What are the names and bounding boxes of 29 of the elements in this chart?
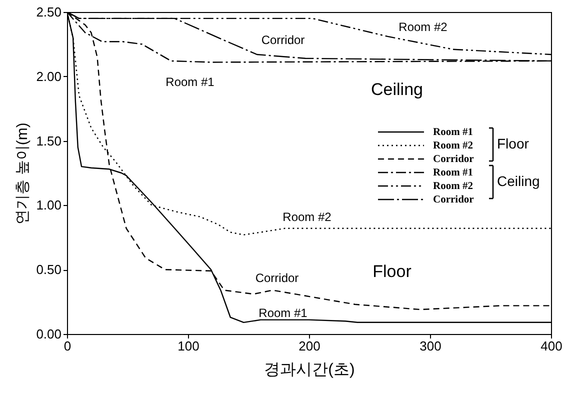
legend-label: Corridor <box>433 154 474 165</box>
annotation: Room #2 <box>398 20 448 34</box>
legend-label: Room #1 <box>433 168 473 178</box>
y-axis-title: 연기층 높이(m) <box>14 122 32 224</box>
x-axis-title: 경과시간(초) <box>264 362 355 378</box>
y-tick-label: 0.00 <box>36 326 62 342</box>
legend-label: Room #2 <box>433 181 473 192</box>
legend-label: Corridor <box>433 194 474 206</box>
annotation: Room #1 <box>166 75 215 89</box>
y-tick-label: 1.50 <box>36 133 62 148</box>
y-tick-label: 1.00 <box>36 198 62 213</box>
annotation: Corridor <box>261 33 305 47</box>
legend-label: Room #2 <box>433 140 473 152</box>
x-tick-label: 200 <box>298 338 320 354</box>
annotation: Ceiling <box>497 173 540 189</box>
x-tick-label: 300 <box>420 338 442 354</box>
x-tick-label: 0 <box>64 338 72 354</box>
legend-label: Room #1 <box>433 127 473 138</box>
x-tick-label: 400 <box>540 338 562 354</box>
y-tick-label: 2.50 <box>36 4 62 20</box>
annotation: Ceiling <box>371 80 423 99</box>
x-tick-label: 100 <box>178 338 200 354</box>
annotation: Room #1 <box>258 306 308 320</box>
annotation: Room #2 <box>282 210 332 224</box>
annotation: Corridor <box>255 271 299 285</box>
y-tick-label: 2.00 <box>36 68 62 84</box>
y-tick-label: 0.50 <box>36 262 62 278</box>
annotation: Floor <box>497 136 530 152</box>
annotation: Floor <box>372 262 412 281</box>
